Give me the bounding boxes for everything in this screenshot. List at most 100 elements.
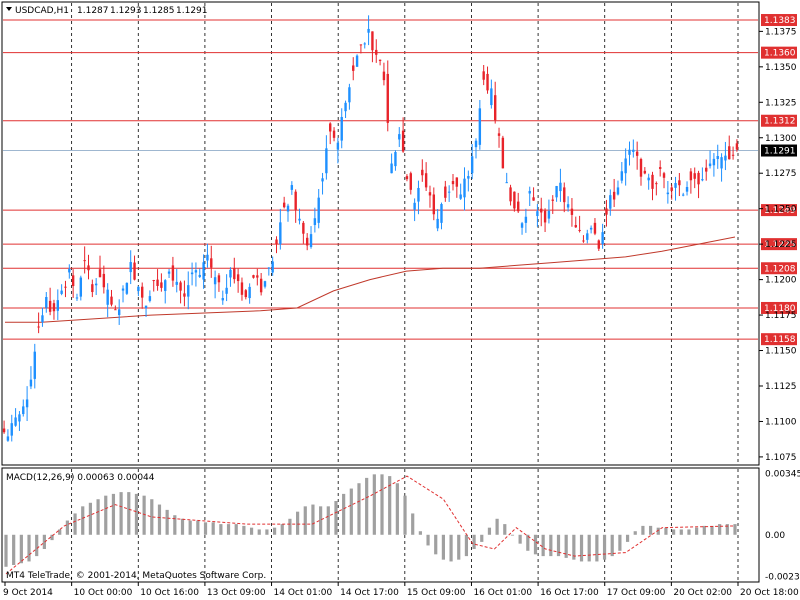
macd-bar: [464, 534, 469, 557]
price-tick-label: 1.1300: [765, 134, 797, 144]
candle-body: [455, 177, 459, 187]
candle-body: [401, 130, 405, 152]
candle-body: [121, 288, 125, 291]
candle-body: [543, 210, 547, 223]
macd-bar: [664, 527, 668, 535]
macd-bar: [503, 524, 507, 535]
candle-body: [160, 282, 163, 288]
macd-bar: [733, 524, 737, 535]
macd-bar: [127, 492, 131, 535]
time-axis: 9 Oct 2014 10 Oct 00:00 10 Oct 16:00 13 Oct…: [3, 582, 799, 598]
candle-body: [202, 262, 205, 280]
price-tick-label: 1.1150: [765, 347, 797, 357]
candle-body: [294, 191, 297, 210]
symbol-label: USDCAD,H1: [15, 6, 69, 16]
candle-body: [240, 282, 244, 295]
vertical-gridlines: [71, 3, 739, 581]
level-label: 1.1249: [764, 206, 796, 216]
price-tick-label: 1.1350: [765, 63, 797, 73]
price-tick-label: 1.1375: [765, 27, 797, 37]
macd-bar: [633, 531, 637, 535]
macd-bar: [388, 476, 392, 535]
candle-body: [117, 309, 121, 316]
candle-body: [305, 237, 309, 246]
candle-body: [563, 187, 566, 203]
candle-body: [731, 154, 735, 156]
macd-signal-line: [5, 475, 736, 575]
candle-body: [708, 163, 712, 167]
candle-body: [398, 134, 401, 140]
price-tick-label: 1.1100: [765, 417, 797, 427]
candle-body: [382, 71, 386, 81]
candle-body: [632, 149, 635, 152]
candle-body: [493, 95, 497, 121]
candle-body: [167, 271, 171, 274]
macd-bar: [226, 524, 231, 535]
candle-body: [221, 298, 224, 301]
candle-body: [183, 293, 186, 297]
candle-body: [6, 436, 10, 441]
candle-body: [678, 180, 681, 186]
macd-bar: [219, 524, 223, 535]
macd-histogram: [4, 474, 737, 567]
candle-body: [424, 173, 428, 188]
candle-body: [682, 194, 685, 196]
dropdown-triangle-icon[interactable]: [6, 7, 12, 11]
candle-body: [409, 173, 412, 190]
candle-body: [213, 277, 217, 285]
candle-body: [467, 176, 470, 179]
moving-average-line: [5, 236, 736, 323]
macd-bar: [311, 504, 315, 535]
candle-body: [60, 290, 63, 294]
candle-body: [279, 222, 282, 245]
candle-body: [363, 43, 366, 45]
macd-bar: [96, 499, 100, 535]
price-panel-frame: [1, 1, 760, 466]
candle-body: [620, 171, 624, 181]
level-label: 1.1225: [764, 240, 796, 250]
candle-body: [378, 59, 382, 61]
price-tick-label: 1.1125: [765, 382, 797, 392]
candle-body: [10, 423, 13, 436]
candle-body: [325, 148, 328, 174]
candle-body: [348, 87, 351, 103]
candle-body: [190, 272, 194, 275]
candle-body: [432, 194, 436, 215]
macd-bar: [533, 534, 538, 555]
price-tick-label: 1.1275: [765, 169, 797, 179]
candle-body: [267, 267, 271, 269]
price-axis: 1.13751.13501.13251.13001.12751.12501.12…: [759, 27, 797, 463]
candle-body: [716, 156, 719, 160]
macd-bar: [411, 513, 415, 535]
candle-body: [91, 284, 94, 293]
macd-bar: [472, 534, 476, 549]
macd-bar: [672, 529, 676, 535]
candle-body: [52, 303, 56, 312]
candle-body: [724, 155, 727, 161]
candle-body: [198, 274, 201, 277]
candle-body: [578, 229, 581, 231]
macd-bar: [272, 527, 277, 535]
candle-body: [524, 216, 528, 223]
candle-body: [102, 273, 106, 288]
macd-bar: [303, 506, 307, 535]
candle-body: [486, 73, 489, 91]
candle-body: [689, 171, 693, 181]
candle-body: [474, 140, 478, 148]
candle-body: [22, 406, 25, 415]
macd-bar: [288, 518, 292, 535]
macd-bar: [710, 525, 714, 535]
candles: [2, 15, 739, 442]
candle-body: [701, 179, 704, 181]
candle-body: [171, 265, 175, 281]
candle-body: [33, 351, 36, 379]
candle-body: [298, 218, 301, 221]
candle-body: [728, 146, 731, 160]
macd-bar: [188, 520, 192, 535]
candle-body: [2, 428, 6, 433]
macd-tick-label: -0.00235: [765, 573, 800, 583]
candle-body: [98, 269, 102, 278]
macd-bar: [687, 529, 691, 535]
candle-body: [643, 170, 647, 174]
time-tick-label: 10 Oct 16:00: [140, 588, 199, 598]
